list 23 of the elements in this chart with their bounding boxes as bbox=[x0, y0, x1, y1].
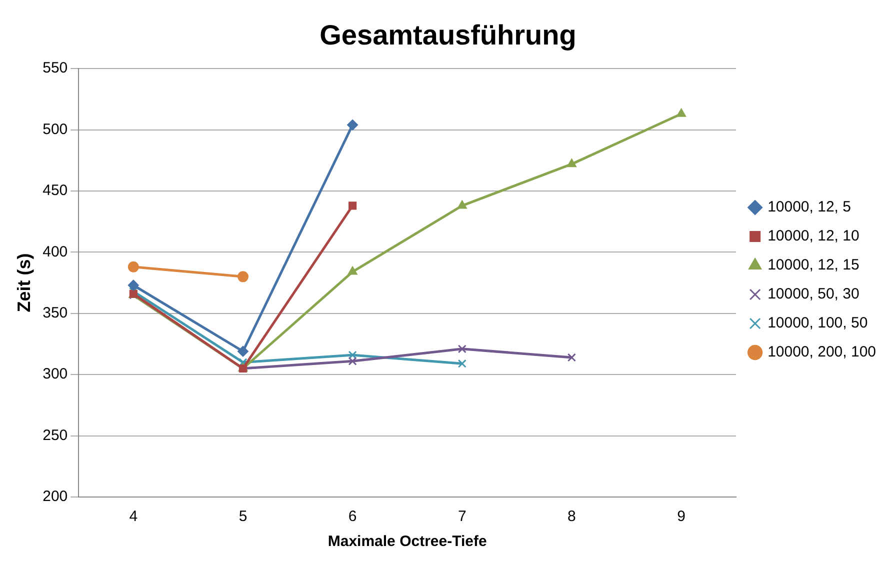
legend-label: 10000, 100, 50 bbox=[768, 314, 868, 332]
legend-label: 10000, 12, 10 bbox=[768, 228, 860, 245]
legend-label: 10000, 12, 15 bbox=[768, 256, 860, 274]
x-tick-label: 5 bbox=[238, 508, 248, 526]
x-tick-label: 7 bbox=[458, 508, 466, 526]
y-tick-label: 250 bbox=[42, 426, 68, 444]
y-tick-label: 350 bbox=[42, 304, 68, 322]
y-tick-label: 400 bbox=[42, 243, 68, 260]
x-tick-label: 6 bbox=[348, 508, 357, 526]
y-tick-label: 300 bbox=[42, 366, 68, 383]
x-tick-label: 4 bbox=[129, 508, 138, 526]
legend-label: 10000, 200, 100 bbox=[768, 344, 876, 361]
legend-label: 10000, 12, 5 bbox=[768, 198, 851, 216]
y-tick-label: 500 bbox=[42, 120, 68, 138]
x-tick-label: 9 bbox=[677, 508, 686, 526]
y-tick-label: 450 bbox=[42, 182, 68, 200]
legend-label: 10000, 50, 30 bbox=[768, 286, 860, 303]
y-tick-label: 550 bbox=[42, 60, 68, 77]
x-axis-title: Maximale Octree-Tiefe bbox=[328, 533, 487, 550]
y-axis-title: Zeit (s) bbox=[14, 253, 34, 312]
chart-title: Gesamtausführung bbox=[320, 20, 576, 51]
y-tick-label: 200 bbox=[42, 488, 68, 506]
x-tick-label: 8 bbox=[568, 508, 576, 526]
